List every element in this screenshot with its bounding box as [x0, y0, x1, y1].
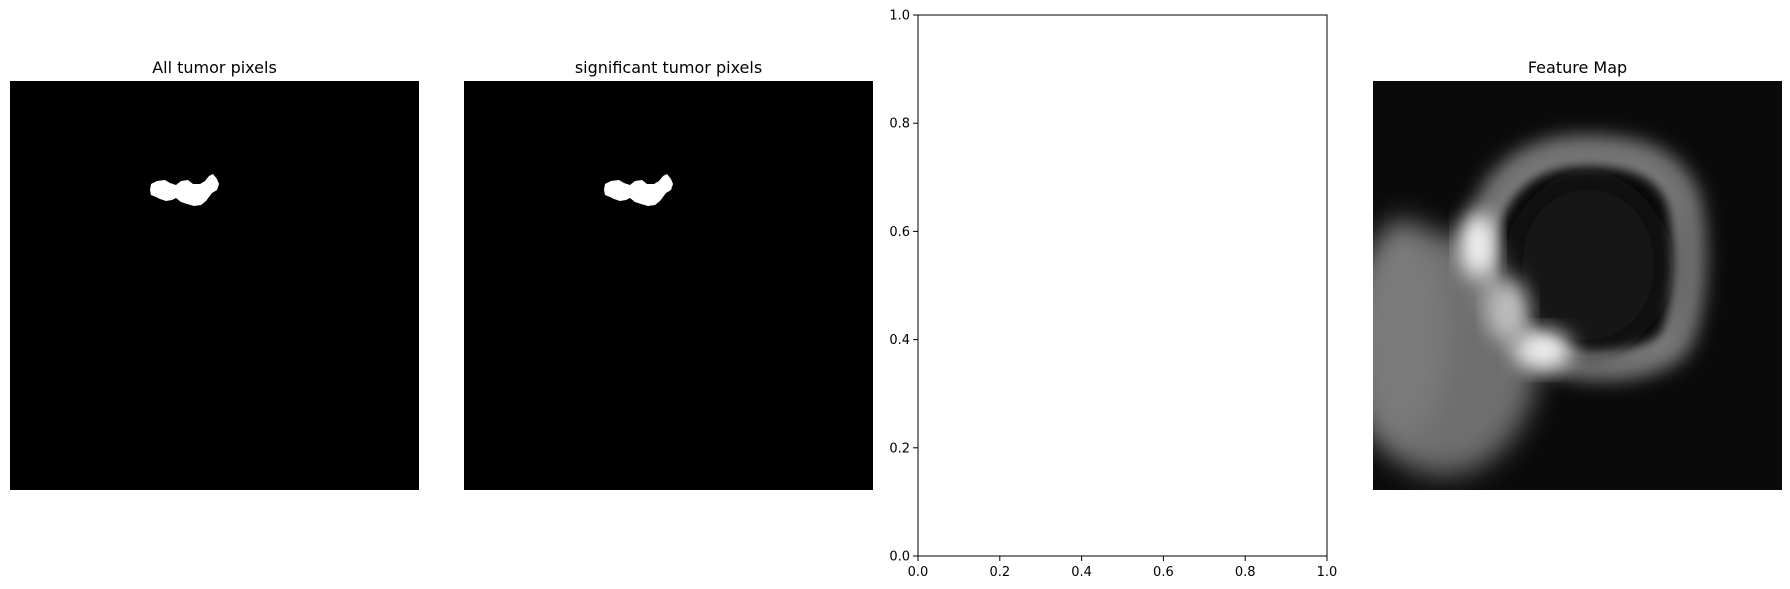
x-tick-label: 0.0 — [908, 565, 929, 580]
x-axis: 0.0 0.2 0.4 0.6 0.8 1.0 — [908, 556, 1338, 580]
y-tick-label: 0.0 — [889, 550, 910, 565]
y-axis: 0.0 0.2 0.4 0.6 0.8 1.0 — [889, 9, 918, 565]
mask-image-significant — [464, 81, 873, 490]
y-tick-label: 1.0 — [889, 9, 910, 24]
x-tick-label: 0.8 — [1235, 565, 1256, 580]
x-tick-label: 0.4 — [1071, 565, 1092, 580]
tumor-mask — [604, 174, 673, 206]
x-tick-label: 1.0 — [1317, 565, 1338, 580]
panel-significant-tumor-pixels: significant tumor pixels — [464, 50, 873, 490]
y-tick-label: 0.4 — [889, 333, 910, 348]
panel-feature-map: Feature Map — [1373, 50, 1782, 490]
x-tick-label: 0.2 — [989, 565, 1010, 580]
panel-title: Feature Map — [1527, 58, 1628, 77]
tumor-mask — [150, 174, 219, 206]
x-tick-label: 0.6 — [1153, 565, 1174, 580]
panel-title: All tumor pixels — [152, 58, 277, 77]
y-tick-label: 0.8 — [889, 117, 910, 132]
image-background — [10, 81, 419, 490]
mask-image-all — [10, 81, 419, 490]
feature-activation — [1373, 136, 1704, 475]
y-tick-label: 0.6 — [889, 225, 910, 240]
plot-area — [917, 14, 1328, 557]
panel-title: significant tumor pixels — [574, 58, 763, 77]
y-tick-label: 0.2 — [889, 441, 910, 456]
panel-all-tumor-pixels: All tumor pixels — [10, 50, 419, 490]
image-background — [464, 81, 873, 490]
feature-map-image — [1373, 81, 1782, 490]
